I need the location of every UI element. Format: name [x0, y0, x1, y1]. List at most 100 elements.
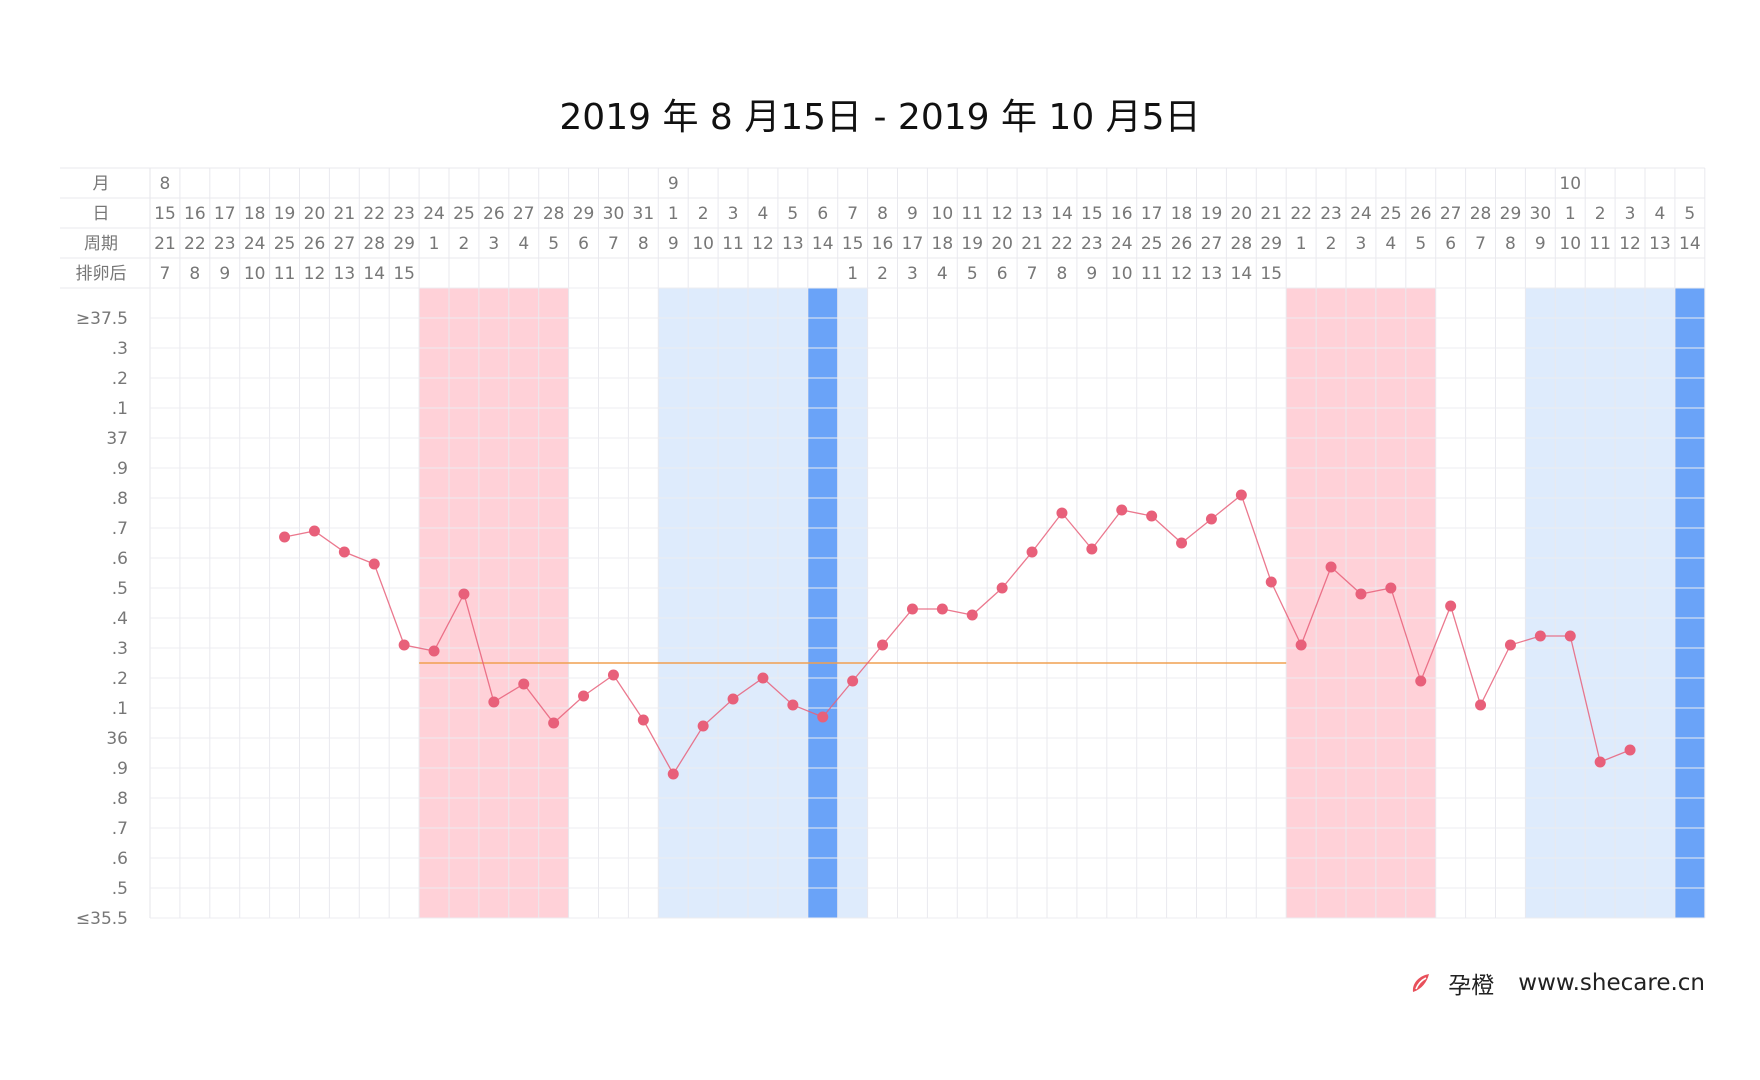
y-tick-label: .7 [112, 519, 128, 539]
data-point[interactable] [966, 609, 978, 621]
data-point[interactable] [338, 546, 350, 558]
data-point[interactable] [279, 531, 291, 543]
cycle-day: 6 [578, 234, 589, 254]
data-point[interactable] [936, 603, 948, 615]
y-tick-label: .5 [112, 579, 128, 599]
day-tick: 15 [1081, 204, 1103, 224]
month-marker: 10 [1559, 174, 1581, 194]
data-point[interactable] [1146, 510, 1158, 522]
month-marker: 8 [160, 174, 171, 194]
data-point[interactable] [1116, 504, 1128, 516]
day-tick: 10 [932, 204, 954, 224]
data-point[interactable] [847, 675, 859, 687]
data-point[interactable] [877, 639, 889, 651]
data-point[interactable] [308, 525, 320, 537]
day-tick: 15 [154, 204, 176, 224]
data-point[interactable] [906, 603, 918, 615]
data-point[interactable] [787, 699, 799, 711]
data-point[interactable] [1475, 699, 1487, 711]
y-tick-label: .4 [112, 609, 128, 629]
cycle-day: 9 [1535, 234, 1546, 254]
data-point[interactable] [1624, 744, 1636, 756]
data-point[interactable] [518, 678, 530, 690]
cycle-day: 11 [722, 234, 744, 254]
y-tick-label: .3 [112, 639, 128, 659]
data-point[interactable] [607, 669, 619, 681]
day-tick: 9 [907, 204, 918, 224]
cycle-day: 4 [1385, 234, 1396, 254]
data-point[interactable] [488, 696, 500, 708]
cycle-day: 18 [932, 234, 954, 254]
cycle-day: 28 [1231, 234, 1253, 254]
day-tick: 29 [1500, 204, 1522, 224]
cycle-day: 4 [518, 234, 529, 254]
day-tick: 18 [1171, 204, 1193, 224]
cycle-day: 7 [608, 234, 619, 254]
cycle-day: 21 [1021, 234, 1043, 254]
post-ovulation-day: 13 [1201, 264, 1223, 284]
post-ovulation-day: 12 [1171, 264, 1193, 284]
day-tick: 19 [1201, 204, 1223, 224]
data-point[interactable] [1325, 561, 1337, 573]
data-point[interactable] [1594, 756, 1606, 768]
data-point[interactable] [428, 645, 440, 657]
data-point[interactable] [1445, 600, 1457, 612]
data-point[interactable] [1176, 537, 1188, 549]
data-point[interactable] [1385, 582, 1397, 594]
cycle-day: 16 [872, 234, 894, 254]
day-tick: 16 [184, 204, 206, 224]
data-point[interactable] [1086, 543, 1098, 555]
data-point[interactable] [1056, 507, 1068, 519]
cycle-day: 29 [1260, 234, 1282, 254]
data-point[interactable] [727, 693, 739, 705]
cycle-day: 7 [1475, 234, 1486, 254]
cycle-day: 13 [1649, 234, 1671, 254]
post-ovulation-day: 3 [907, 264, 918, 284]
cycle-day: 25 [274, 234, 296, 254]
data-point[interactable] [1355, 588, 1367, 600]
data-point[interactable] [1295, 639, 1307, 651]
month-marker: 9 [668, 174, 679, 194]
data-point[interactable] [996, 582, 1008, 594]
data-point[interactable] [1534, 630, 1546, 642]
cycle-day: 10 [692, 234, 714, 254]
post-ovulation-day: 2 [877, 264, 888, 284]
data-point[interactable] [1564, 630, 1576, 642]
post-ovulation-day: 10 [244, 264, 266, 284]
data-point[interactable] [1026, 546, 1038, 558]
post-ovulation-day: 7 [1027, 264, 1038, 284]
data-point[interactable] [1265, 576, 1277, 588]
day-tick: 21 [1260, 204, 1282, 224]
data-point[interactable] [548, 717, 560, 729]
cycle-day: 27 [334, 234, 356, 254]
day-tick: 5 [787, 204, 798, 224]
data-point[interactable] [398, 639, 410, 651]
data-point[interactable] [578, 690, 590, 702]
data-point[interactable] [1504, 639, 1516, 651]
day-tick: 27 [1440, 204, 1462, 224]
data-point[interactable] [757, 672, 769, 684]
data-point[interactable] [817, 711, 829, 723]
data-point[interactable] [637, 714, 649, 726]
y-tick-label: .6 [112, 549, 128, 569]
day-tick: 12 [991, 204, 1013, 224]
data-point[interactable] [1415, 675, 1427, 687]
day-tick: 27 [513, 204, 535, 224]
data-point[interactable] [1235, 489, 1247, 501]
data-point[interactable] [1205, 513, 1217, 525]
y-axis: ≥37.5 .3 .2 .1 37 .9 .8 .7 .6 .5 .4 .3 .2 .1 36 .9 .8 .7.… [76, 309, 128, 929]
cycle-day: 14 [812, 234, 834, 254]
data-point[interactable] [368, 558, 380, 570]
day-tick: 2 [698, 204, 709, 224]
series-line [284, 493, 1631, 776]
post-ovulation-day: 11 [274, 264, 296, 284]
day-tick: 29 [573, 204, 595, 224]
data-point[interactable] [697, 720, 709, 732]
cycle-day: 24 [244, 234, 266, 254]
post-ovulation-day: 6 [997, 264, 1008, 284]
brand-url[interactable]: www.shecare.cn [1518, 970, 1705, 996]
data-point[interactable] [667, 768, 679, 780]
post-ovulation-day: 15 [393, 264, 415, 284]
data-point[interactable] [458, 588, 470, 600]
